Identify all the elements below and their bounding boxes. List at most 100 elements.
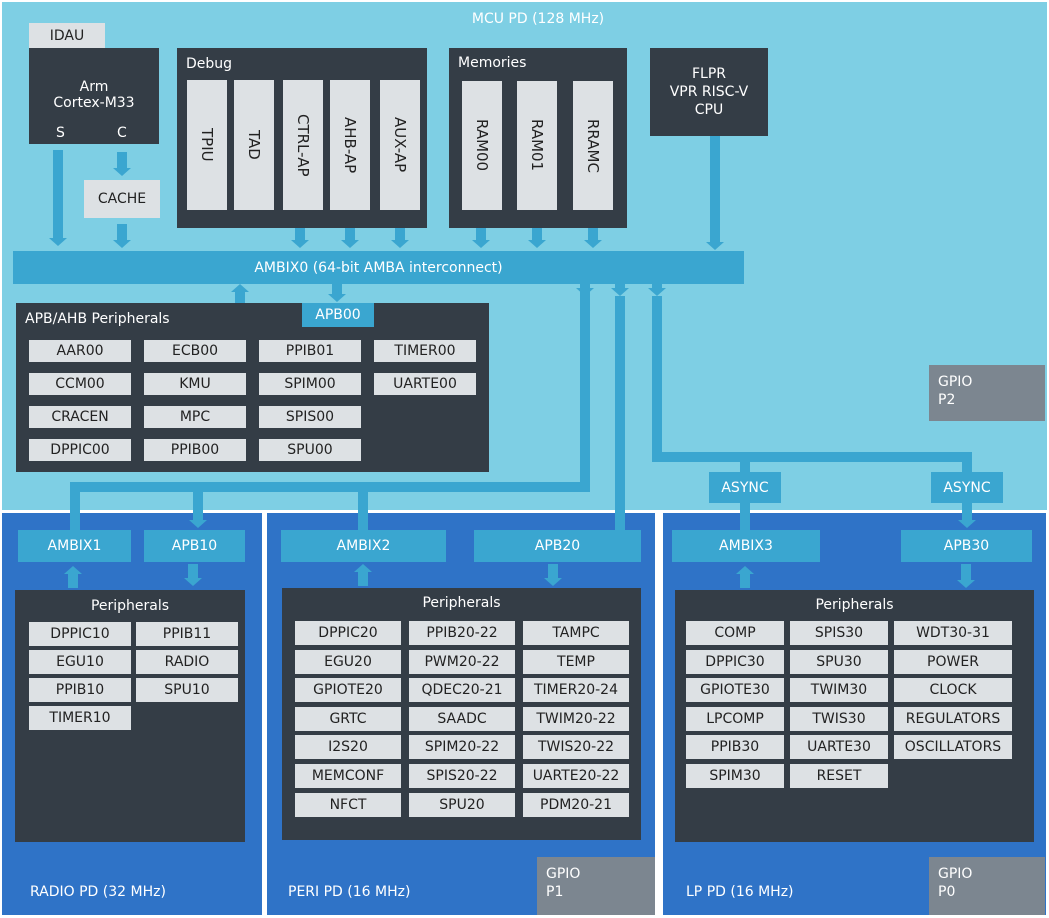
connector-line xyxy=(295,228,305,240)
connector-line xyxy=(615,296,625,530)
peripheral-memconf: MEMCONF xyxy=(295,763,401,788)
connector-line xyxy=(235,292,245,303)
gpio-p0: GPIO P0 xyxy=(929,857,1045,915)
peripheral-kmu: KMU xyxy=(144,373,246,395)
arrow-head xyxy=(611,288,629,296)
arrow-head xyxy=(184,578,202,586)
empty-cell xyxy=(374,439,476,461)
arrow-head xyxy=(64,566,82,574)
arrow-head xyxy=(354,564,372,572)
peripheral-ppib10: PPIB10 xyxy=(29,678,131,702)
memory-block-ram00: RAM00 xyxy=(462,81,502,210)
debug-block-tad: TAD xyxy=(234,80,274,210)
peripheral-spis30: SPIS30 xyxy=(790,621,888,645)
gpio-p2-line2: P2 xyxy=(938,392,956,408)
connector-line xyxy=(332,284,342,294)
peripheral-spis00: SPIS00 xyxy=(259,406,361,428)
peripheral-lpcomp: LPCOMP xyxy=(686,706,784,731)
gpio-p1-line2: P1 xyxy=(546,884,564,900)
apb20-bus: APB20 xyxy=(474,530,641,562)
connector-line xyxy=(740,452,750,472)
arrow-head xyxy=(391,240,409,248)
peripheral-spu10: SPU10 xyxy=(136,678,238,702)
arrow-head xyxy=(958,520,976,528)
connector-line xyxy=(345,228,355,240)
empty-cell xyxy=(136,706,238,730)
peripheral-clock: CLOCK xyxy=(894,678,1012,703)
peripheral-uarte00: UARTE00 xyxy=(374,373,476,395)
peripheral-qdec20-21: QDEC20-21 xyxy=(409,678,515,703)
empty-cell xyxy=(894,764,1012,788)
peripheral-gpiote30: GPIOTE30 xyxy=(686,678,784,703)
connector-line xyxy=(615,284,625,288)
connector-line xyxy=(358,482,368,530)
async-bridge-lp-ambix: ASYNC xyxy=(709,472,781,503)
ambix1-bus: AMBIX1 xyxy=(18,530,131,562)
peripheral-pdm20-21: PDM20-21 xyxy=(523,792,629,817)
peripheral-temp: TEMP xyxy=(523,649,629,674)
flpr-block: FLPR VPR RISC-V CPU xyxy=(650,48,768,136)
peripheral-gpiote20: GPIOTE20 xyxy=(295,678,401,703)
arrow-head xyxy=(957,580,975,588)
arrow-head xyxy=(576,288,594,296)
peripheral-nfct: NFCT xyxy=(295,792,401,817)
peripheral-dppic20: DPPIC20 xyxy=(295,621,401,645)
connector-line xyxy=(962,503,972,520)
connector-line xyxy=(188,564,198,578)
peripheral-ppib01: PPIB01 xyxy=(259,340,361,362)
connector-line xyxy=(548,564,558,578)
cpu-port-s: S xyxy=(56,125,65,141)
gpio-p2-line1: GPIO xyxy=(938,374,973,390)
connector-line xyxy=(358,572,368,586)
peripheral-aar00: AAR00 xyxy=(29,340,131,362)
arrow-head xyxy=(189,520,207,528)
peripheral-timer00: TIMER00 xyxy=(374,340,476,362)
peripheral-spu30: SPU30 xyxy=(790,649,888,674)
peripheral-ppib30: PPIB30 xyxy=(686,735,784,760)
peripheral-wdt30-31: WDT30-31 xyxy=(894,621,1012,645)
apb00-bus: APB00 xyxy=(302,303,374,327)
peripheral-spis20-22: SPIS20-22 xyxy=(409,763,515,788)
peripheral-twim30: TWIM30 xyxy=(790,678,888,703)
peripheral-power: POWER xyxy=(894,649,1012,674)
arrow-head xyxy=(706,242,724,250)
peripheral-twis20-22: TWIS20-22 xyxy=(523,735,629,760)
peripheral-ccm00: CCM00 xyxy=(29,373,131,395)
ambix3-bus: AMBIX3 xyxy=(672,530,820,562)
peripheral-timer20-24: TIMER20-24 xyxy=(523,678,629,703)
arrow-head xyxy=(341,240,359,248)
flpr-line3: CPU xyxy=(694,102,724,118)
empty-cell xyxy=(374,406,476,428)
debug-block-aux-ap: AUX-AP xyxy=(380,80,420,210)
cpu-line2: Cortex-M33 xyxy=(53,95,135,111)
connector-line xyxy=(961,564,971,580)
gpio-p0-line1: GPIO xyxy=(938,866,973,882)
connector-line xyxy=(53,150,63,238)
connector-line xyxy=(117,152,127,168)
peripheral-reset: RESET xyxy=(790,763,888,788)
peripheral-ecb00: ECB00 xyxy=(144,340,246,362)
peripheral-tampc: TAMPC xyxy=(523,621,629,645)
peripheral-cracen: CRACEN xyxy=(29,406,131,428)
arrow-head xyxy=(528,240,546,248)
lp-pd-title: LP PD (16 MHz) xyxy=(686,884,794,900)
peripheral-spim00: SPIM00 xyxy=(259,373,361,395)
debug-block-tpiu: TPIU xyxy=(187,80,227,210)
peripheral-dppic30: DPPIC30 xyxy=(686,649,784,674)
peripheral-i2s20: I2S20 xyxy=(295,735,401,760)
arrow-head xyxy=(49,238,67,246)
peripheral-egu10: EGU10 xyxy=(29,650,131,674)
peripheral-regulators: REGULATORS xyxy=(894,706,1012,731)
gpio-p2: GPIO P2 xyxy=(929,365,1045,421)
gpio-p1: GPIO P1 xyxy=(537,857,655,915)
peripheral-spim20-22: SPIM20-22 xyxy=(409,735,515,760)
connector-line xyxy=(68,574,78,588)
peripheral-uarte30: UARTE30 xyxy=(790,735,888,760)
lp-peripherals-title: Peripherals xyxy=(815,597,894,613)
arrow-head xyxy=(736,566,754,574)
arrow-head xyxy=(328,294,346,302)
connector-line xyxy=(710,136,720,242)
connector-line xyxy=(962,452,972,472)
peri-pd-title: PERI PD (16 MHz) xyxy=(288,884,411,900)
